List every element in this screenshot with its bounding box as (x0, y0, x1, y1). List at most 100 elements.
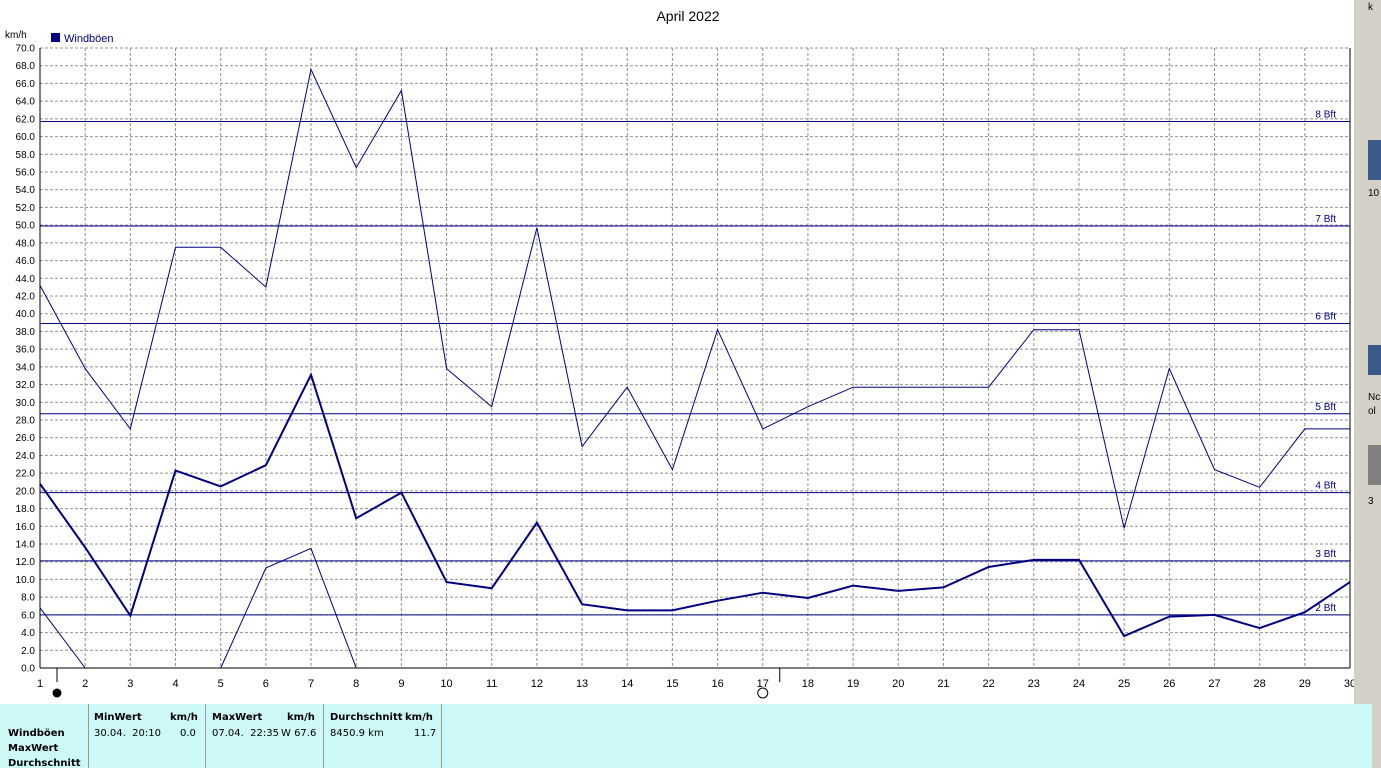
x-tick-label: 28 (1254, 678, 1266, 690)
max-value: W 67.6 (281, 728, 317, 739)
y-tick-label: 34.0 (16, 362, 36, 373)
reference-label: 6 Bft (1315, 311, 1336, 322)
y-tick-label: 0.0 (21, 664, 35, 675)
stats-row-label: Durchschnitt (8, 758, 81, 769)
series-line-average (39, 372, 1351, 638)
stats-separator (205, 704, 206, 768)
chart-axes (39, 48, 1351, 699)
beaufort-reference-lines: 2 Bft 3 Bft 4 Bft 5 Bft 6 Bft 7 Bft 8 Bft (40, 110, 1350, 616)
reference-label: 7 Bft (1315, 214, 1336, 225)
stats-separator (441, 704, 442, 768)
y-tick-label: 8.0 (21, 593, 35, 604)
side-text: k (1368, 2, 1373, 13)
x-tick-label: 22 (982, 678, 994, 690)
y-tick-label: 2.0 (21, 646, 35, 657)
side-text: 3 (1368, 496, 1374, 507)
series-line-min (220, 547, 357, 669)
y-tick-label: 46.0 (16, 256, 36, 267)
stats-separator (88, 704, 89, 768)
x-tick-label: 7 (308, 678, 314, 690)
x-tick-label: 19 (847, 678, 859, 690)
x-tick-label: 8 (353, 678, 359, 690)
y-tick-label: 66.0 (16, 79, 36, 90)
reference-label: 3 Bft (1315, 549, 1336, 560)
full-moon-icon (757, 687, 769, 699)
side-text: 10 (1368, 188, 1380, 199)
y-tick-label: 30.0 (16, 398, 36, 409)
x-tick-label: 21 (937, 678, 949, 690)
x-tick-label: 5 (218, 678, 224, 690)
x-tick-label: 2 (82, 678, 88, 690)
y-axis-unit: km/h (5, 30, 27, 41)
side-text: Nc (1368, 392, 1381, 403)
y-tick-label: 62.0 (16, 114, 36, 125)
stats-row-label: MaxWert (8, 743, 59, 754)
y-tick-label: 36.0 (16, 345, 36, 356)
reference-label: 2 Bft (1315, 603, 1336, 614)
statistics-panel: Windböen MaxWert Durchschnitt MinWert km… (0, 704, 1372, 769)
x-tick-label: 1 (37, 678, 43, 690)
y-tick-label: 4.0 (21, 628, 35, 639)
y-tick-label: 60.0 (16, 132, 36, 143)
x-tick-label: 10 (440, 678, 452, 690)
x-tick-label: 12 (531, 678, 543, 690)
y-tick-label: 54.0 (16, 185, 36, 196)
avg-unit-header: km/h (405, 712, 433, 723)
y-tick-label: 10.0 (16, 575, 36, 586)
side-block (1368, 345, 1381, 375)
x-tick-label: 24 (1073, 678, 1085, 690)
chart-series (39, 67, 1351, 669)
reference-label: 4 Bft (1315, 481, 1336, 492)
side-block (1368, 445, 1381, 485)
y-tick-label: 22.0 (16, 469, 36, 480)
y-tick-label: 26.0 (16, 433, 36, 444)
chart-labels: 0.0 2.0 4.0 6.0 8.0 10.0 12.0 14.0 16.0 18.0 20.0 2… (16, 44, 1354, 691)
x-tick-label: 18 (802, 678, 814, 690)
x-tick-label: 20 (892, 678, 904, 690)
x-tick-label: 9 (398, 678, 404, 690)
y-tick-label: 20.0 (16, 486, 36, 497)
avg-header: Durchschnitt (330, 712, 403, 723)
y-tick-label: 40.0 (16, 309, 36, 320)
x-tick-label: 11 (486, 678, 497, 690)
x-tick-label: 15 (666, 678, 678, 690)
y-tick-label: 28.0 (16, 416, 36, 427)
x-tick-label: 16 (711, 678, 723, 690)
avg-distance: 8450.9 km (330, 728, 384, 739)
x-tick-label: 23 (1028, 678, 1040, 690)
reference-label: 8 Bft (1315, 110, 1336, 121)
x-tick-label: 14 (621, 678, 633, 690)
reference-label: 5 Bft (1315, 402, 1336, 413)
x-tick-label: 13 (576, 678, 588, 690)
y-tick-label: 50.0 (16, 221, 36, 232)
max-time: 07.04. 22:35 (212, 728, 279, 739)
stats-row-label: Windböen (8, 728, 65, 739)
x-tick-label: 29 (1299, 678, 1311, 690)
x-tick-label: 3 (127, 678, 133, 690)
side-text: ol (1368, 406, 1376, 417)
y-tick-label: 52.0 (16, 203, 36, 214)
y-tick-label: 32.0 (16, 380, 36, 391)
max-unit-header: km/h (287, 712, 315, 723)
y-tick-label: 58.0 (16, 150, 36, 161)
y-tick-label: 12.0 (16, 557, 36, 568)
y-tick-label: 16.0 (16, 522, 36, 533)
y-tick-label: 56.0 (16, 168, 36, 179)
legend-label: Windböen (64, 33, 114, 45)
min-header: MinWert (94, 712, 142, 723)
y-tick-label: 42.0 (16, 292, 36, 303)
y-tick-label: 70.0 (16, 44, 36, 55)
avg-value: 11.7 (414, 728, 437, 739)
min-time: 30.04. 20:10 (94, 728, 161, 739)
x-tick-label: 4 (172, 678, 178, 690)
min-unit-header: km/h (170, 712, 198, 723)
x-tick-label: 27 (1208, 678, 1220, 690)
min-value: 0.0 (180, 728, 196, 739)
series-line-max (39, 67, 1350, 529)
chart-title: April 2022 (656, 8, 719, 24)
series-line-min (39, 607, 86, 669)
y-tick-label: 14.0 (16, 540, 36, 551)
x-tick-label: 25 (1118, 678, 1130, 690)
y-tick-label: 18.0 (16, 504, 36, 515)
x-tick-label: 26 (1163, 678, 1175, 690)
